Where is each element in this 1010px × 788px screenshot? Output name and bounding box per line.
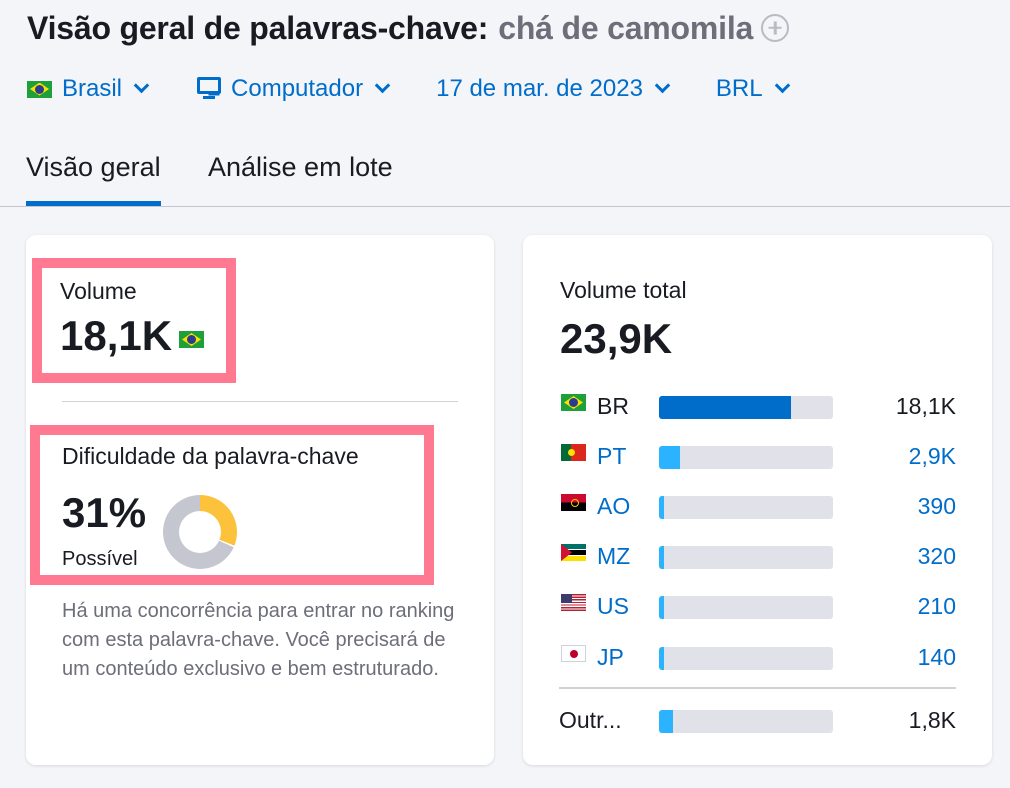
country-row-us[interactable]: US 210 [559,593,956,623]
volume-bar [659,496,833,519]
country-dropdown[interactable]: Brasil [27,75,150,103]
chevron-down-icon [374,77,391,94]
volume-bar-fill [659,396,792,419]
keyword-text: chá de camomila [498,10,754,46]
country-code[interactable]: AO [597,493,631,519]
volume-bar [659,710,833,733]
kd-donut-chart [163,495,237,569]
country-code[interactable]: PT [597,443,627,469]
tab-bar: Visão geral Análise em lote [0,140,1010,207]
flag-us-icon [561,594,586,611]
country-code: BR [597,393,629,419]
volume-highlight: Volume 18,1K [32,258,236,383]
country-row-mz[interactable]: MZ 320 [559,543,956,573]
volume-bar-fill [659,596,665,619]
country-row-pt[interactable]: PT 2,9K [559,443,956,473]
filters-bar: Brasil Computador 17 de mar. de 2023 BRL [27,72,790,106]
country-row-br: BR 18,1K [559,393,956,423]
chevron-down-icon [654,77,671,94]
currency-dropdown[interactable]: BRL [715,75,790,103]
flag-ao-icon [561,494,586,511]
chevron-down-icon [133,77,150,94]
country-label: Brasil [62,75,123,102]
volume-bar-fill [659,496,665,519]
country-row-ao[interactable]: AO 390 [559,493,956,523]
kd-description: Há uma concorrência para entrar no ranki… [62,600,455,680]
tab-overview[interactable]: Visão geral [26,152,161,206]
tab-batch-analysis[interactable]: Análise em lote [208,152,393,182]
total-volume-value: 23,9K [560,315,673,362]
country-volume[interactable]: 140 [917,644,956,670]
divider [62,401,458,402]
country-volume[interactable]: 2,9K [908,443,956,469]
other-volume: 1,8K [908,707,956,733]
volume-bar [659,647,833,670]
volume-bar-fill [659,546,665,569]
country-code[interactable]: JP [597,644,624,670]
total-volume-card: Volume total 23,9K BR 18,1K PT 2,9K AO 3… [523,235,992,765]
page-title: Visão geral de palavras-chave: chá de cam… [27,10,790,47]
total-volume-label: Volume total [560,277,687,303]
country-code[interactable]: US [597,593,629,619]
flag-mz-icon [561,544,586,561]
flag-br-icon [27,80,52,98]
kd-label: Dificuldade da palavra-chave [62,443,359,469]
device-label: Computador [231,75,364,102]
volume-kd-card: Volume 18,1K Dificuldade da palavra-chav… [26,235,494,765]
volume-label: Volume [60,278,137,304]
flag-pt-icon [561,444,586,461]
flag-br-icon [561,394,586,411]
flag-br-icon [179,331,204,348]
volume-bar-fill [659,647,665,670]
keyword-difficulty-highlight: Dificuldade da palavra-chave 31% Possíve… [30,425,434,585]
country-row-jp[interactable]: JP 140 [559,644,956,674]
other-label: Outr... [559,707,622,733]
flag-jp-icon [561,645,586,662]
country-volume[interactable]: 320 [917,543,956,569]
country-volume[interactable]: 210 [917,593,956,619]
volume-bar-fill [659,446,680,469]
plus-circle-icon[interactable] [761,13,790,42]
date-label: 17 de mar. de 2023 [436,75,643,102]
chevron-down-icon [774,77,790,94]
country-volume: 18,1K [895,393,956,419]
date-dropdown[interactable]: 17 de mar. de 2023 [436,75,671,103]
country-code[interactable]: MZ [597,543,631,569]
device-dropdown[interactable]: Computador [197,75,391,103]
monitor-icon [197,76,222,102]
country-row-other: Outr... 1,8K [559,707,956,737]
volume-bar [659,396,833,419]
volume-bar [659,596,833,619]
country-volume[interactable]: 390 [917,493,956,519]
volume-bar [659,446,833,469]
volume-bar [659,546,833,569]
divider [559,687,956,689]
currency-label: BRL [715,75,763,102]
kd-value: 31% [62,489,147,536]
kd-level: Possível [62,548,138,570]
page-title-text: Visão geral de palavras-chave: [27,10,489,46]
volume-bar-fill [659,710,673,733]
volume-value: 18,1K [60,312,173,359]
